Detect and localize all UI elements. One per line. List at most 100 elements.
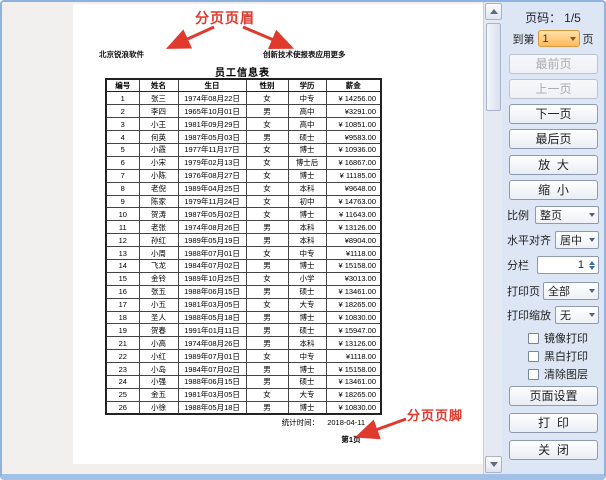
table-cell: 1987年05月03日 bbox=[177, 130, 247, 144]
scale-row: 比例 整页 bbox=[507, 206, 599, 224]
table-cell: 女 bbox=[245, 168, 289, 183]
table-cell: 小学 bbox=[287, 271, 327, 286]
table-cell: 贺春 bbox=[138, 323, 179, 338]
scrollbar-thumb[interactable] bbox=[486, 23, 501, 111]
table-row: 3 小王 1981年09月29日女高中 ¥ 10851.00 bbox=[105, 117, 382, 132]
columns-stepper[interactable]: 1 bbox=[537, 256, 599, 274]
table-cell: 飞龙 bbox=[138, 258, 179, 273]
prev-page-button[interactable]: 上一页 bbox=[509, 79, 598, 99]
bw-print-checkbox[interactable]: 黑白打印 bbox=[528, 348, 588, 364]
table-row: 21 小高 1974年08月26日男本科 ¥ 13126.00 bbox=[105, 336, 382, 351]
table-cell: 25 bbox=[105, 387, 140, 402]
table-cell: 小宋 bbox=[138, 155, 179, 170]
table-cell: ¥3291.00 bbox=[325, 104, 382, 119]
first-page-button[interactable]: 最前页 bbox=[509, 54, 598, 74]
chevron-down-icon bbox=[585, 213, 598, 217]
next-page-button[interactable]: 下一页 bbox=[509, 104, 598, 124]
table-cell: 金铃 bbox=[138, 271, 179, 286]
scroll-down-button[interactable] bbox=[485, 456, 502, 473]
page-indicator: 页码： 1/5 bbox=[502, 9, 604, 26]
table-cell: 男 bbox=[245, 258, 289, 273]
table-row: 14 飞龙 1984年07月02日男博士 ¥ 15158.00 bbox=[105, 258, 382, 273]
table-cell: 本科 bbox=[287, 336, 327, 351]
table-cell: 男 bbox=[245, 323, 289, 338]
table-cell: ¥ 13461.00 bbox=[325, 374, 382, 389]
table-cell: 1984年07月02日 bbox=[177, 258, 247, 273]
goto-page-select[interactable]: 1 bbox=[537, 30, 580, 47]
table-cell: 1974年08月26日 bbox=[177, 336, 247, 351]
table-cell: 6 bbox=[105, 155, 140, 170]
table-row: 5 小霞 1977年11月17日女博士 ¥ 10936.00 bbox=[105, 142, 382, 157]
table-cell: 7 bbox=[105, 168, 140, 183]
table-cell: 女 bbox=[245, 142, 289, 157]
table-cell: 女 bbox=[245, 117, 289, 132]
table-cell: ¥ 15158.00 bbox=[325, 362, 382, 376]
table-cell: 1989年04月25日 bbox=[177, 181, 247, 196]
table-cell: 孙红 bbox=[138, 233, 179, 248]
table-cell: ¥ 10851.00 bbox=[325, 117, 382, 132]
table-cell: 高中 bbox=[287, 117, 327, 132]
mirror-print-checkbox[interactable]: 镜像打印 bbox=[528, 330, 588, 346]
table-cell: 1989年07月01日 bbox=[177, 349, 247, 364]
zoom-out-button[interactable]: 缩 小 bbox=[509, 180, 598, 200]
table-cell: 小周 bbox=[138, 246, 179, 260]
table-cell: 18 bbox=[105, 310, 140, 325]
table-cell: 陈家 bbox=[138, 194, 179, 209]
page-setup-button[interactable]: 页面设置 bbox=[509, 386, 598, 406]
table-cell: 中专 bbox=[287, 349, 327, 364]
columns-label: 分栏 bbox=[507, 260, 529, 272]
print-scale-select[interactable]: 无 bbox=[555, 306, 599, 324]
close-button[interactable]: 关 闭 bbox=[509, 440, 598, 460]
table-cell: ¥1118.00 bbox=[325, 246, 382, 260]
vertical-scrollbar[interactable] bbox=[483, 2, 502, 474]
table-cell: 1976年08月27日 bbox=[177, 168, 247, 183]
stepper-arrows-icon[interactable] bbox=[587, 260, 598, 270]
table-cell: 1977年11月17日 bbox=[177, 142, 247, 157]
clear-layers-checkbox[interactable]: 清除图层 bbox=[528, 366, 588, 382]
scale-select[interactable]: 整页 bbox=[535, 206, 599, 224]
last-page-button[interactable]: 最后页 bbox=[509, 129, 598, 149]
print-button[interactable]: 打 印 bbox=[509, 413, 598, 433]
table-cell: ¥8904.00 bbox=[325, 233, 382, 248]
table-cell: 23 bbox=[105, 362, 140, 376]
table-cell: 博士后 bbox=[287, 155, 327, 170]
table-cell: ¥ 11643.00 bbox=[325, 207, 382, 222]
print-scale-row: 打印缩放 无 bbox=[507, 306, 599, 324]
table-cell: 小强 bbox=[138, 374, 179, 389]
table-cell: 李四 bbox=[138, 104, 179, 119]
table-cell: 张三 bbox=[138, 91, 179, 106]
table-cell: 1979年02月13日 bbox=[177, 155, 247, 170]
table-cell: 2 bbox=[105, 104, 140, 119]
table-cell: ¥ 18265.00 bbox=[325, 387, 382, 402]
employee-table-body: 1 张三 1974年08月22日女中专 ¥ 14256.00 2 李四 1965年10月01… bbox=[105, 91, 382, 416]
scroll-up-button[interactable] bbox=[485, 3, 502, 20]
control-sidebar: 页码： 1/5 到第 1 页 最前页 上一页 下一页 最后页 放 大 缩 小 比… bbox=[502, 2, 604, 474]
print-pages-select[interactable]: 全部 bbox=[543, 282, 599, 300]
table-cell: 1965年10月01日 bbox=[177, 104, 247, 119]
annotation-page-header: 分页页眉 bbox=[195, 10, 255, 26]
align-select[interactable]: 居中 bbox=[555, 231, 599, 249]
table-cell: 1981年03月05日 bbox=[177, 387, 247, 402]
table-row: 2 李四 1965年10月01日男高中 ¥3291.00 bbox=[105, 104, 382, 119]
bw-print-label: 黑白打印 bbox=[544, 351, 588, 363]
table-cell: 小红 bbox=[138, 349, 179, 364]
table-cell: 1974年08月22日 bbox=[177, 91, 247, 106]
table-cell: 高中 bbox=[287, 104, 327, 119]
table-cell: 男 bbox=[245, 130, 289, 144]
table-cell: 硕士 bbox=[287, 130, 327, 144]
table-cell: 大专 bbox=[287, 387, 327, 402]
zoom-in-button[interactable]: 放 大 bbox=[509, 155, 598, 175]
table-row: 7 小陈 1976年08月27日女博士 ¥ 11185.00 bbox=[105, 168, 382, 183]
page-header-right: 创新技术使报表应用更多 bbox=[263, 50, 346, 59]
table-cell: 小霞 bbox=[138, 142, 179, 157]
table-cell: 1981年09月29日 bbox=[177, 117, 247, 132]
table-cell: 博士 bbox=[287, 400, 327, 416]
goto-page-row: 到第 1 页 bbox=[502, 30, 604, 47]
table-cell: 小王 bbox=[138, 117, 179, 132]
table-cell: 中专 bbox=[287, 246, 327, 260]
table-cell: 1988年05月18日 bbox=[177, 310, 247, 325]
table-cell: 男 bbox=[245, 220, 289, 235]
table-cell: 女 bbox=[245, 271, 289, 286]
table-cell: 1981年03月05日 bbox=[177, 297, 247, 312]
table-cell: 16 bbox=[105, 284, 140, 299]
